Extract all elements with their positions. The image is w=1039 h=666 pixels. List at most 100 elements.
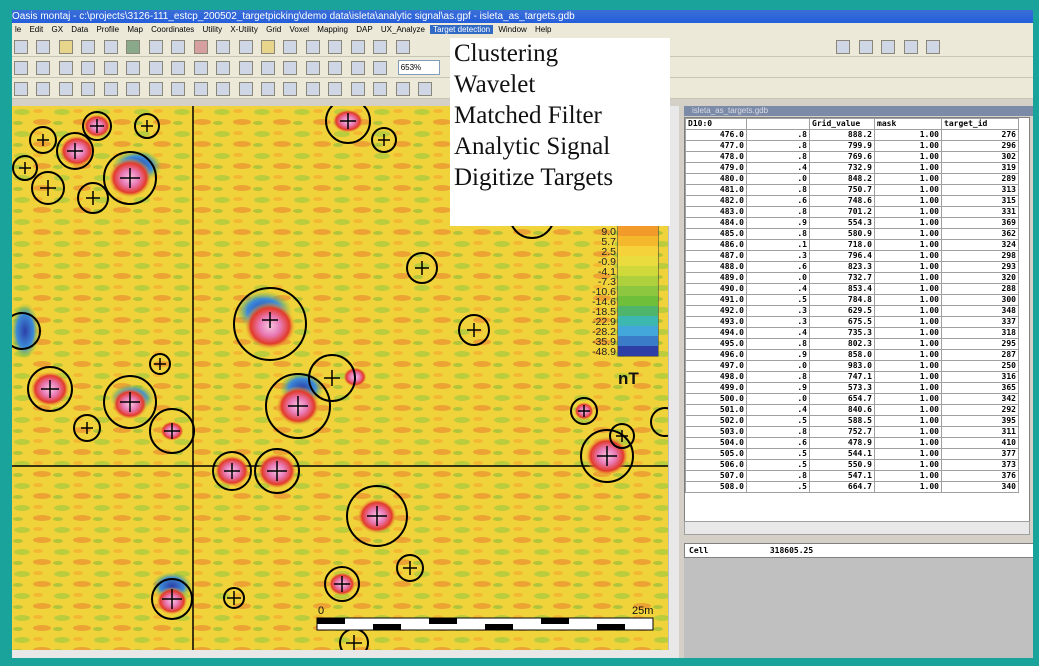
table-row[interactable]: 506.0.5 550.9 1.00 373 (685, 459, 1019, 471)
target-marker[interactable] (27, 366, 73, 412)
map-horizontal-scrollbar[interactable] (12, 650, 678, 658)
table-cell[interactable]: 1.00 (874, 448, 942, 460)
toolbar-button[interactable] (328, 40, 343, 54)
target-marker[interactable] (580, 429, 634, 483)
toolbar-button[interactable] (14, 61, 28, 75)
target-marker[interactable] (134, 113, 160, 139)
target-marker[interactable] (103, 375, 157, 429)
target-marker[interactable] (223, 587, 245, 609)
table-cell[interactable]: 497.0 (685, 360, 747, 372)
table-cell[interactable]: .9 (746, 217, 810, 229)
table-cell[interactable]: 554.3 (809, 217, 875, 229)
table-cell[interactable]: 823.3 (809, 261, 875, 273)
toolbar-button[interactable] (148, 40, 163, 54)
table-row[interactable]: 480.0.0 848.2 1.00 289 (685, 173, 1019, 185)
toolbar-button[interactable] (283, 40, 298, 54)
table-cell[interactable]: .5 (746, 481, 810, 493)
table-cell[interactable]: 319 (941, 162, 1019, 174)
target-marker[interactable] (265, 373, 331, 439)
table-cell[interactable]: 784.8 (809, 294, 875, 306)
table-row[interactable]: 477.0.8 799.9 1.00 296 (685, 140, 1019, 152)
menu-item-analytic-signal[interactable]: Analytic Signal (454, 133, 611, 160)
map-vertical-scrollbar[interactable] (668, 106, 679, 658)
table-cell[interactable]: 495.0 (685, 338, 747, 350)
table-cell[interactable]: 486.0 (685, 239, 747, 251)
menu-mapping[interactable]: Mapping (317, 25, 348, 34)
table-cell[interactable]: 476.0 (685, 129, 747, 141)
table-row[interactable]: 493.0.3 675.5 1.00 337 (685, 316, 1019, 328)
table-row[interactable]: 478.0.8 769.6 1.00 302 (685, 151, 1019, 163)
table-row[interactable]: 486.0.1 718.0 1.00 324 (685, 239, 1019, 251)
toolbar-button[interactable] (126, 40, 141, 54)
table-cell[interactable]: 501.0 (685, 404, 747, 416)
table-cell[interactable]: 316 (941, 371, 1019, 383)
toolbar-button[interactable] (216, 40, 231, 54)
toolbar-button[interactable] (148, 61, 163, 75)
table-row[interactable]: 497.0.0 983.0 1.00 250 (685, 360, 1019, 372)
toolbar-button[interactable] (858, 40, 873, 54)
table-row[interactable]: 490.0.4 853.4 1.00 288 (685, 283, 1019, 295)
table-row[interactable]: 501.0.4 840.6 1.00 292 (685, 404, 1019, 416)
table-cell[interactable]: 289 (941, 173, 1019, 185)
table-cell[interactable]: 376 (941, 470, 1019, 482)
toolbar-button[interactable] (925, 40, 940, 54)
table-cell[interactable]: 664.7 (809, 481, 875, 493)
table-cell[interactable]: 1.00 (874, 470, 942, 482)
toolbar-button[interactable] (260, 40, 275, 54)
table-cell[interactable]: 483.0 (685, 206, 747, 218)
table-cell[interactable]: 296 (941, 140, 1019, 152)
toolbar-button[interactable] (14, 82, 28, 96)
table-cell[interactable]: 573.3 (809, 382, 875, 394)
target-marker[interactable] (29, 126, 57, 154)
table-cell[interactable]: 735.3 (809, 327, 875, 339)
table-cell[interactable]: 769.6 (809, 151, 875, 163)
toolbar-button[interactable] (193, 61, 208, 75)
target-marker[interactable] (406, 252, 438, 284)
table-cell[interactable]: .6 (746, 195, 810, 207)
table-cell[interactable]: 485.0 (685, 228, 747, 240)
toolbar-button[interactable] (58, 82, 73, 96)
toolbar-button[interactable] (103, 82, 118, 96)
table-cell[interactable]: 337 (941, 316, 1019, 328)
table-cell[interactable]: 484.0 (685, 217, 747, 229)
table-cell[interactable]: 1.00 (874, 173, 942, 185)
table-cell[interactable]: .0 (746, 393, 810, 405)
table-cell[interactable]: .5 (746, 459, 810, 471)
table-cell[interactable]: 489.0 (685, 272, 747, 284)
table-row[interactable]: 498.0.8 747.1 1.00 316 (685, 371, 1019, 383)
table-cell[interactable]: 499.0 (685, 382, 747, 394)
table-cell[interactable]: 1.00 (874, 360, 942, 372)
table-cell[interactable]: 324 (941, 239, 1019, 251)
spreadsheet-horizontal-scrollbar[interactable] (684, 521, 1030, 535)
menu-profile[interactable]: Profile (96, 25, 120, 34)
toolbar-button[interactable] (238, 82, 253, 96)
table-row[interactable]: 495.0.8 802.3 1.00 295 (685, 338, 1019, 350)
table-cell[interactable]: 796.4 (809, 250, 875, 262)
table-cell[interactable]: 1.00 (874, 217, 942, 229)
menu-file[interactable]: le (15, 25, 22, 34)
target-marker[interactable] (149, 408, 195, 454)
table-cell[interactable]: 500.0 (685, 393, 747, 405)
table-row[interactable]: 492.0.3 629.5 1.00 348 (685, 305, 1019, 317)
table-cell[interactable]: 340 (941, 481, 1019, 493)
table-cell[interactable]: 276 (941, 129, 1019, 141)
toolbar-button[interactable] (283, 61, 298, 75)
toolbar-button[interactable] (373, 82, 388, 96)
table-cell[interactable]: 342 (941, 393, 1019, 405)
table-cell[interactable]: .3 (746, 305, 810, 317)
target-marker[interactable] (56, 132, 94, 170)
toolbar-button[interactable] (328, 61, 343, 75)
table-cell[interactable]: .0 (746, 272, 810, 284)
table-cell[interactable]: 1.00 (874, 316, 942, 328)
table-row[interactable]: 508.0.5 664.7 1.00 340 (685, 481, 1019, 493)
toolbar-button[interactable] (81, 82, 96, 96)
table-cell[interactable]: 287 (941, 349, 1019, 361)
target-marker[interactable] (77, 182, 109, 214)
column-header[interactable]: target_id (941, 118, 1019, 130)
zoom-select[interactable]: 653% (397, 60, 440, 75)
table-cell[interactable]: 318 (941, 327, 1019, 339)
target-marker[interactable] (73, 414, 101, 442)
table-cell[interactable]: 732.7 (809, 272, 875, 284)
target-marker[interactable] (308, 354, 356, 402)
table-cell[interactable]: .4 (746, 162, 810, 174)
